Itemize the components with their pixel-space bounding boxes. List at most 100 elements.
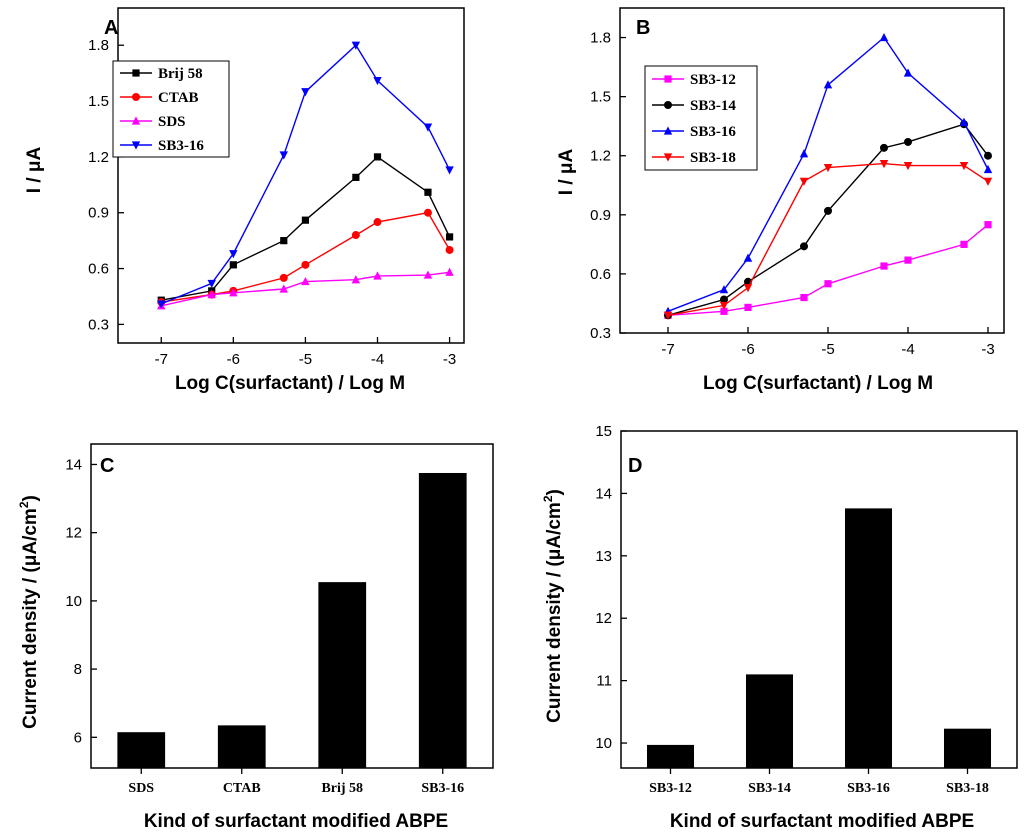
data-point (280, 237, 288, 245)
data-point (903, 68, 913, 77)
bar (745, 674, 794, 768)
y-tick-label: 1.2 (88, 149, 109, 166)
category-label: SDS (128, 781, 154, 796)
legend-entry: SB3-16 (690, 124, 736, 140)
data-point (984, 151, 992, 160)
data-point (445, 267, 454, 276)
data-point (423, 123, 433, 132)
y-tick-label: 0.9 (88, 205, 109, 222)
panel-b: B Log C(surfactant) / Log M I / μA -7 -6 -… (556, 7, 1005, 394)
y-tick-label: 1.8 (590, 30, 611, 47)
data-point (800, 242, 808, 251)
category-label: SB3-16 (847, 781, 890, 796)
x-tick-label: -5 (821, 341, 834, 358)
y-axis-title: Current density / (μA/cm2) (541, 489, 565, 723)
data-point (373, 153, 382, 161)
category-label: Brij 58 (321, 781, 363, 796)
data-point (959, 161, 969, 171)
legend: SB3-12 SB3-14 SB3-16 SB3-18 (644, 65, 758, 171)
y-axis-title: Current density / (μA/cm2) (17, 495, 41, 729)
data-point (880, 262, 888, 270)
y-tick-label: 12 (65, 525, 82, 542)
legend-marker (131, 141, 141, 150)
data-point (743, 253, 753, 262)
legend-marker (132, 69, 140, 77)
y-tick-label: 0.6 (590, 266, 611, 283)
data-point (229, 261, 237, 269)
y-axis-title-close: ) (544, 489, 565, 495)
x-tick-label: -5 (299, 351, 312, 368)
data-point (157, 300, 166, 309)
y-tick-label: 11 (596, 673, 612, 690)
bar (943, 728, 992, 768)
panel-letter: D (628, 455, 642, 477)
data-point (352, 173, 360, 181)
legend-marker (664, 101, 672, 109)
data-point (423, 270, 433, 279)
data-point (823, 80, 833, 89)
data-point (983, 164, 993, 174)
data-point (960, 240, 968, 248)
x-tick-label: -3 (443, 351, 456, 368)
y-tick-label: 6 (74, 729, 82, 746)
x-tick-label: -4 (901, 341, 914, 358)
y-tick-label: 1.2 (590, 148, 611, 165)
panel-letter: A (104, 17, 118, 39)
data-point (984, 221, 992, 229)
y-tick-label: 13 (595, 548, 612, 565)
legend-entry: Brij 58 (158, 66, 203, 82)
data-point (301, 216, 310, 224)
data-point (207, 279, 216, 289)
legend-marker (664, 75, 672, 83)
panel-letter: C (100, 455, 114, 477)
x-axis-title: Log C(surfactant) / Log M (703, 373, 933, 394)
y-axis-title-main: Current density / (μA/cm (20, 508, 41, 729)
data-point (423, 208, 432, 217)
y-axis-title-close: ) (20, 495, 41, 501)
data-point (720, 295, 728, 304)
data-point (903, 161, 913, 171)
data-point (904, 137, 912, 146)
data-point (424, 188, 432, 196)
legend-marker (131, 116, 141, 125)
category-label: SB3-12 (649, 781, 692, 796)
plot-frame (620, 430, 1018, 769)
legend-entry: SB3-18 (690, 150, 736, 166)
data-point (279, 273, 288, 282)
data-point (301, 276, 310, 286)
data-point (351, 231, 360, 240)
data-point (744, 303, 752, 311)
panel-letter: B (636, 17, 650, 39)
data-point (373, 218, 382, 227)
y-axis-title: I / μA (24, 146, 45, 193)
y-tick-label: 14 (595, 485, 612, 502)
category-label: SB3-14 (748, 781, 791, 796)
series-line (161, 211, 451, 303)
bar (646, 744, 695, 768)
data-point (743, 284, 753, 293)
category-label: SB3-18 (946, 781, 989, 796)
bar (844, 508, 893, 768)
legend-box (644, 65, 758, 171)
legend-entry: SB3-14 (690, 98, 736, 114)
bar (117, 732, 166, 768)
x-tick-label: -3 (981, 341, 994, 358)
legend-box (112, 60, 230, 158)
x-tick-label: -6 (227, 351, 240, 368)
bar (217, 725, 266, 768)
data-point (301, 88, 310, 97)
data-point (720, 307, 728, 315)
x-axis-title: Log C(surfactant) / Log M (175, 373, 405, 394)
data-point (301, 260, 310, 269)
y-tick-label: 12 (595, 610, 612, 627)
panel-c: C Kind of surfactant modified ABPE Curre… (17, 443, 494, 832)
data-point (800, 293, 808, 302)
plot-frame (117, 7, 465, 344)
data-point (983, 177, 993, 186)
panel-d: D Kind of surfactant modified ABPE Curre… (541, 423, 1018, 832)
x-tick-label: -6 (741, 341, 754, 358)
data-point (959, 117, 969, 126)
legend-entry: SB3-16 (158, 138, 204, 154)
legend-entry: SB3-12 (690, 72, 736, 88)
